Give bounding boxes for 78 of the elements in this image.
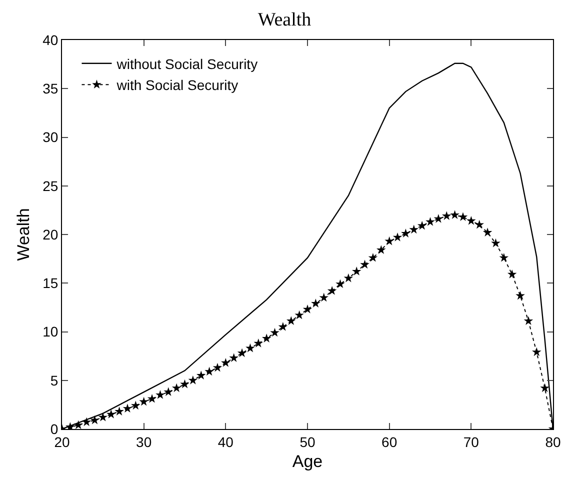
y-tick-label: 0: [50, 420, 58, 437]
chart-title: Wealth: [258, 9, 312, 30]
point: [237, 348, 247, 358]
point: [401, 228, 410, 238]
y-axis-title: Wealth: [14, 208, 34, 261]
point: [458, 212, 468, 221]
point: [74, 420, 84, 429]
point: [188, 375, 198, 384]
y-tick-label: 15: [42, 275, 58, 292]
legend-label: without Social Security: [116, 56, 258, 72]
x-tick-label: 30: [136, 434, 152, 450]
point: [360, 260, 370, 269]
point: [482, 228, 492, 237]
point: [434, 214, 444, 223]
point: [392, 232, 402, 242]
point: [246, 343, 255, 352]
point: [106, 410, 116, 418]
x-axis-title: Age: [292, 452, 323, 472]
point: [524, 316, 534, 326]
point: [270, 328, 280, 337]
point: [122, 404, 132, 413]
x-tick-label: 60: [382, 434, 398, 450]
y-tick-label: 25: [42, 178, 58, 194]
point: [130, 400, 140, 410]
point: [352, 266, 362, 276]
point: [336, 279, 345, 288]
point: [507, 269, 517, 278]
point: [262, 334, 272, 343]
point: [302, 304, 312, 314]
legend-label: with Social Security: [116, 77, 238, 94]
x-tick-label: 70: [463, 434, 480, 450]
point: [327, 286, 337, 295]
point: [417, 220, 427, 230]
point: [376, 245, 386, 254]
point: [516, 290, 525, 300]
point: [491, 238, 500, 248]
point: [172, 383, 182, 392]
point: [540, 383, 550, 392]
y-tick-label: 20: [42, 226, 58, 242]
y-tick-label: 5: [50, 372, 58, 388]
point: [532, 347, 542, 356]
point: [139, 396, 148, 406]
point: [221, 358, 230, 367]
point: [98, 412, 108, 422]
point: [212, 362, 222, 372]
point: [147, 394, 157, 403]
point: [344, 273, 354, 282]
point: [278, 322, 288, 331]
point: [204, 366, 214, 376]
point: [319, 292, 329, 302]
y-tick-label: 40: [42, 32, 58, 48]
point: [196, 370, 206, 380]
x-tick-label: 80: [545, 434, 561, 450]
point: [229, 353, 239, 362]
point: [294, 310, 304, 320]
y-tick-label: 10: [42, 324, 58, 340]
point: [499, 252, 509, 262]
point: [180, 379, 190, 388]
point: [450, 210, 460, 220]
x-tick-label: 50: [300, 434, 316, 450]
point: [156, 390, 165, 399]
point: [90, 415, 100, 424]
point: [254, 338, 264, 348]
point: [311, 298, 320, 308]
point: [368, 252, 378, 262]
x-tick-label: 40: [218, 434, 234, 450]
y-tick-label: 30: [42, 129, 58, 146]
point: [466, 216, 476, 225]
point: [426, 216, 435, 226]
point: [114, 406, 124, 416]
point: [384, 236, 394, 246]
point: [442, 211, 452, 220]
y-tick-label: 35: [42, 80, 58, 97]
point: [409, 224, 419, 234]
point: [82, 417, 92, 426]
point: [164, 387, 174, 396]
point: [286, 316, 296, 326]
point: [474, 220, 484, 229]
